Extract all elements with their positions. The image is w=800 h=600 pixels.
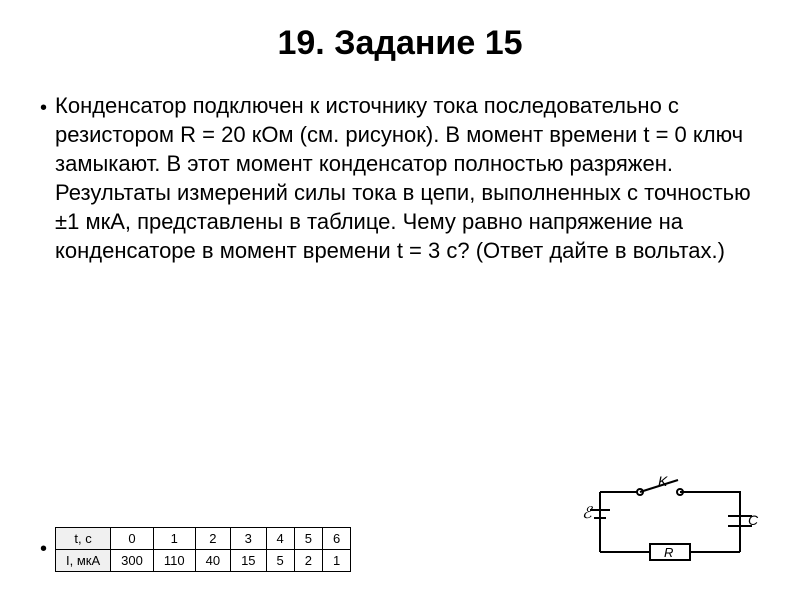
table-cell: 3 [231, 528, 266, 550]
table-cell: 1 [153, 528, 195, 550]
page-title: 19. Задание 15 [40, 24, 760, 63]
table-cell: 40 [195, 550, 230, 572]
row2-header: I, мкА [56, 550, 111, 572]
table-cell: 300 [111, 550, 154, 572]
label-k: K [658, 473, 668, 489]
table-row: t, с 0 1 2 3 4 5 6 [56, 528, 351, 550]
table-cell: 5 [294, 528, 322, 550]
bullet-marker: • [40, 95, 47, 122]
table-cell: 2 [294, 550, 322, 572]
table-cell: 5 [266, 550, 294, 572]
circuit-diagram: K C ℰ R [580, 472, 760, 572]
label-r: R [664, 545, 673, 560]
table-row: I, мкА 300 110 40 15 5 2 1 [56, 550, 351, 572]
measurement-table: t, с 0 1 2 3 4 5 6 I, мкА 300 110 40 15 … [55, 527, 351, 572]
table-cell: 0 [111, 528, 154, 550]
table-cell: 6 [323, 528, 351, 550]
problem-text: Конденсатор подключен к источнику тока п… [55, 91, 760, 265]
label-c: C [748, 512, 759, 528]
label-e: ℰ [582, 505, 594, 522]
table-cell: 2 [195, 528, 230, 550]
table-cell: 15 [231, 550, 266, 572]
table-cell: 4 [266, 528, 294, 550]
row1-header: t, с [56, 528, 111, 550]
table-cell: 1 [323, 550, 351, 572]
bullet-marker-2: • [40, 538, 47, 561]
table-cell: 110 [153, 550, 195, 572]
